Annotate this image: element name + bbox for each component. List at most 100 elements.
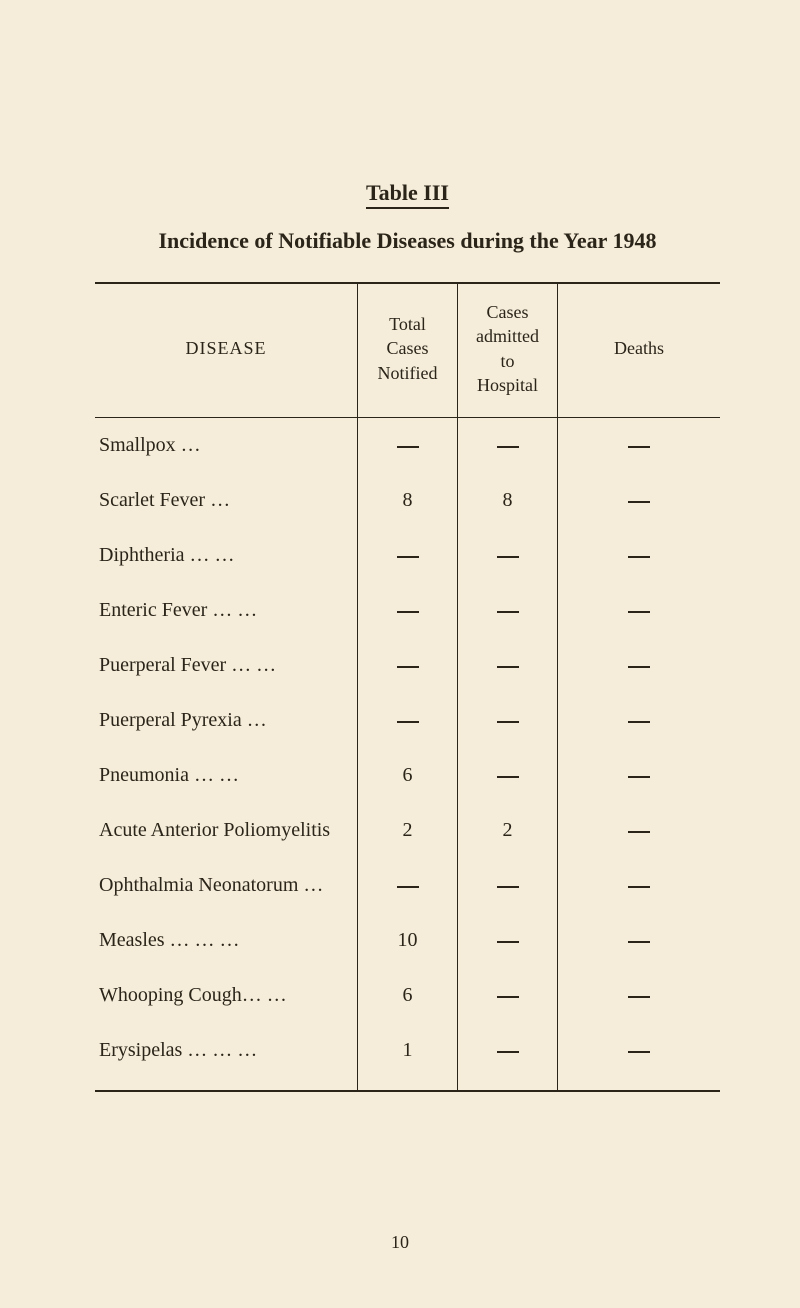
- em-dash: [497, 996, 519, 998]
- cell-total: [358, 418, 458, 474]
- cell-disease: Ophthalmia Neonatorum …: [95, 858, 358, 913]
- cell-value: 6: [403, 984, 413, 1006]
- cell-value: 8: [503, 489, 513, 511]
- cell-deaths: [558, 583, 721, 638]
- cell-total: 1: [358, 1023, 458, 1091]
- cell-admitted: 2: [458, 803, 558, 858]
- em-dash: [628, 721, 650, 723]
- cell-deaths: [558, 968, 721, 1023]
- header-total-l2: Cases: [387, 338, 429, 358]
- cell-disease: Whooping Cough… …: [95, 968, 358, 1023]
- header-deaths: Deaths: [558, 283, 721, 418]
- page-number: 10: [0, 1232, 800, 1253]
- table-row: Whooping Cough… … 6: [95, 968, 720, 1023]
- table-row: Smallpox …: [95, 418, 720, 474]
- header-admitted-l4: Hospital: [477, 375, 538, 395]
- table-row: Ophthalmia Neonatorum …: [95, 858, 720, 913]
- cell-value: 1: [403, 1039, 413, 1061]
- em-dash: [628, 941, 650, 943]
- cell-disease: Scarlet Fever …: [95, 473, 358, 528]
- em-dash: [497, 941, 519, 943]
- em-dash: [628, 666, 650, 668]
- em-dash: [397, 446, 419, 448]
- table-body: Smallpox …Scarlet Fever …88Diphtheria … …: [95, 418, 720, 1092]
- em-dash: [497, 611, 519, 613]
- cell-disease: Puerperal Fever … …: [95, 638, 358, 693]
- em-dash: [628, 1051, 650, 1053]
- cell-total: [358, 693, 458, 748]
- cell-deaths: [558, 1023, 721, 1091]
- header-total-l1: Total: [389, 314, 426, 334]
- table-row: Pneumonia … … 6: [95, 748, 720, 803]
- header-total-l3: Notified: [378, 363, 438, 383]
- table-row: Puerperal Pyrexia …: [95, 693, 720, 748]
- cell-admitted: [458, 418, 558, 474]
- diseases-table: DISEASE Total Cases Notified Cases admit…: [95, 282, 720, 1092]
- table-label-text: Table III: [366, 180, 449, 209]
- em-dash: [628, 831, 650, 833]
- table-row: Scarlet Fever …88: [95, 473, 720, 528]
- cell-total: 6: [358, 748, 458, 803]
- em-dash: [628, 996, 650, 998]
- table-row: Diphtheria … …: [95, 528, 720, 583]
- cell-deaths: [558, 418, 721, 474]
- cell-disease: Measles … … …: [95, 913, 358, 968]
- em-dash: [497, 721, 519, 723]
- cell-total: [358, 858, 458, 913]
- em-dash: [497, 666, 519, 668]
- cell-disease: Acute Anterior Poliomyelitis: [95, 803, 358, 858]
- em-dash: [397, 721, 419, 723]
- em-dash: [397, 886, 419, 888]
- table-subtitle: Incidence of Notifiable Diseases during …: [95, 228, 720, 254]
- header-total: Total Cases Notified: [358, 283, 458, 418]
- em-dash: [397, 666, 419, 668]
- header-admitted: Cases admitted to Hospital: [458, 283, 558, 418]
- em-dash: [628, 446, 650, 448]
- cell-deaths: [558, 638, 721, 693]
- cell-admitted: [458, 1023, 558, 1091]
- table-row: Erysipelas … … … 1: [95, 1023, 720, 1091]
- cell-total: [358, 528, 458, 583]
- cell-total: [358, 583, 458, 638]
- cell-admitted: [458, 638, 558, 693]
- table-row: Acute Anterior Poliomyelitis22: [95, 803, 720, 858]
- table-row: Measles … … … 10: [95, 913, 720, 968]
- em-dash: [628, 556, 650, 558]
- em-dash: [497, 776, 519, 778]
- em-dash: [497, 1051, 519, 1053]
- cell-deaths: [558, 803, 721, 858]
- cell-value: 2: [503, 819, 513, 841]
- cell-value: 6: [403, 764, 413, 786]
- cell-disease: Pneumonia … …: [95, 748, 358, 803]
- header-admitted-l1: Cases: [487, 302, 529, 322]
- cell-deaths: [558, 528, 721, 583]
- cell-total: 6: [358, 968, 458, 1023]
- cell-disease: Diphtheria … …: [95, 528, 358, 583]
- cell-deaths: [558, 693, 721, 748]
- cell-total: 2: [358, 803, 458, 858]
- em-dash: [497, 556, 519, 558]
- cell-disease: Puerperal Pyrexia …: [95, 693, 358, 748]
- cell-deaths: [558, 748, 721, 803]
- cell-disease: Enteric Fever … …: [95, 583, 358, 638]
- cell-total: 10: [358, 913, 458, 968]
- cell-admitted: [458, 583, 558, 638]
- cell-admitted: 8: [458, 473, 558, 528]
- cell-deaths: [558, 473, 721, 528]
- document-page: Table III Incidence of Notifiable Diseas…: [0, 0, 800, 1308]
- em-dash: [628, 611, 650, 613]
- em-dash: [628, 776, 650, 778]
- cell-admitted: [458, 858, 558, 913]
- cell-total: [358, 638, 458, 693]
- cell-admitted: [458, 913, 558, 968]
- cell-admitted: [458, 528, 558, 583]
- table-label: Table III: [95, 180, 720, 206]
- cell-total: 8: [358, 473, 458, 528]
- cell-value: 10: [398, 929, 418, 951]
- em-dash: [397, 611, 419, 613]
- table-row: Enteric Fever … …: [95, 583, 720, 638]
- em-dash: [628, 501, 650, 503]
- em-dash: [628, 886, 650, 888]
- header-row: DISEASE Total Cases Notified Cases admit…: [95, 283, 720, 418]
- cell-disease: Erysipelas … … …: [95, 1023, 358, 1091]
